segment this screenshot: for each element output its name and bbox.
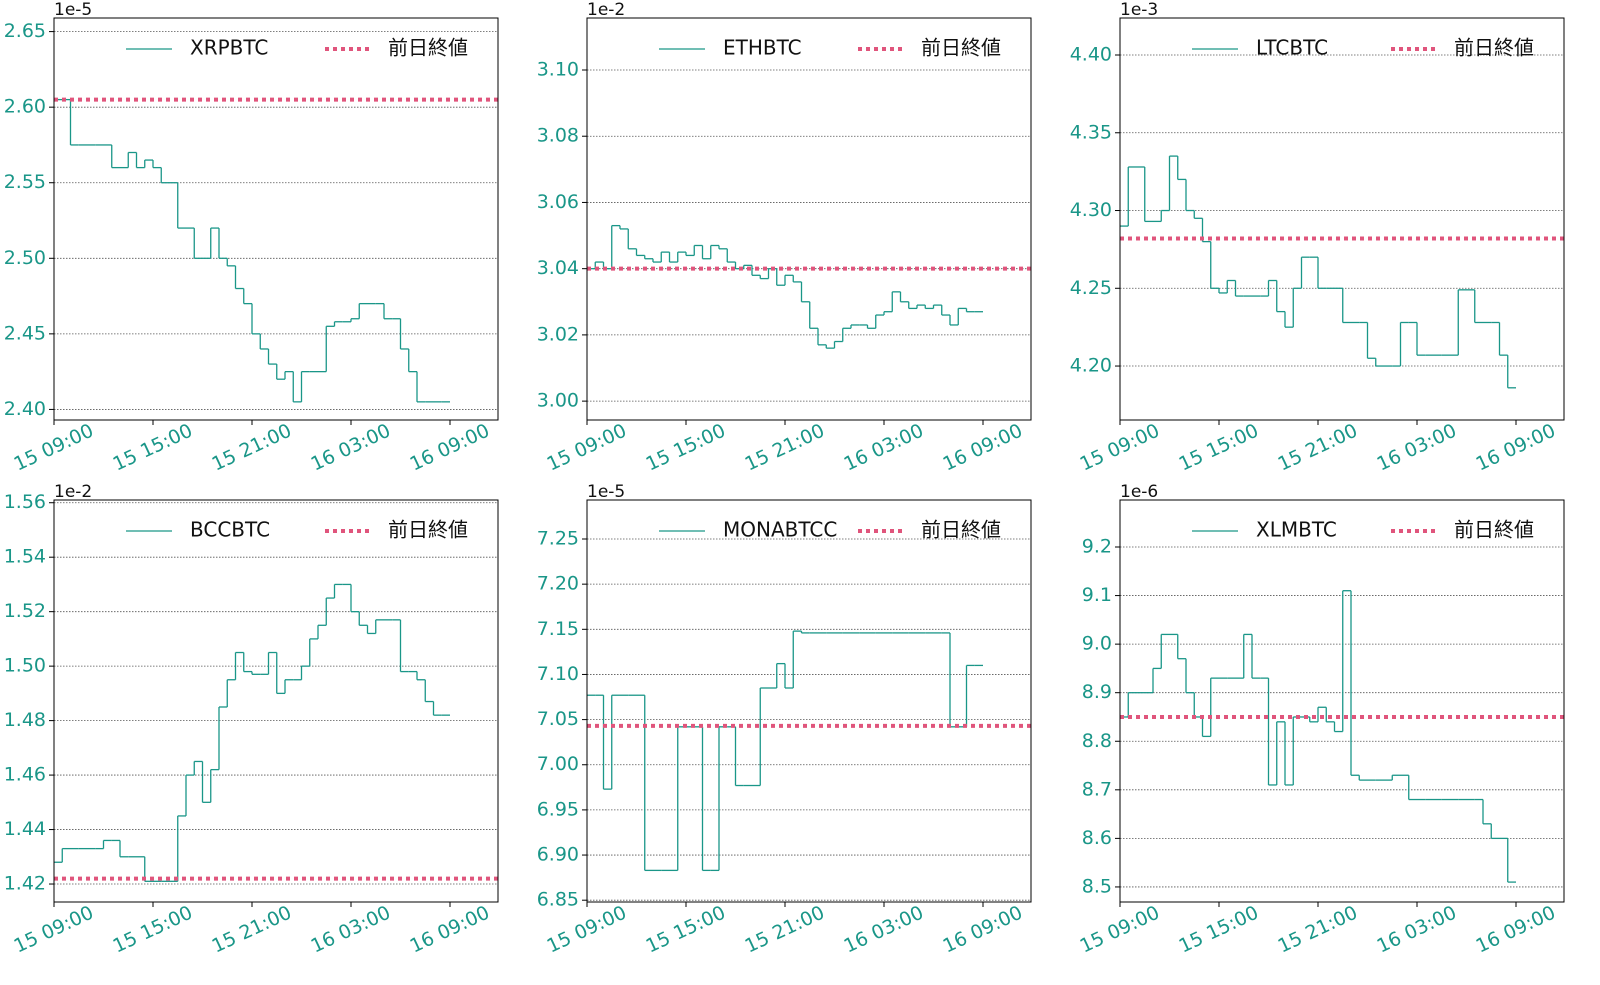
y-tick-label: 9.1: [1082, 584, 1112, 606]
y-tick-label: 2.55: [4, 171, 46, 193]
x-tick-label: 15 15:00: [1176, 420, 1262, 476]
y-tick-label: 1.56: [4, 491, 46, 513]
y-tick-label: 2.50: [4, 247, 46, 269]
offset-label: 1e-2: [587, 0, 625, 20]
x-tick-label: 15 21:00: [1275, 420, 1361, 476]
x-tick-label: 15 15:00: [110, 902, 196, 958]
y-tick-label: 7.05: [537, 708, 579, 730]
y-tick-label: 4.35: [1070, 121, 1112, 143]
x-tick-label: 16 03:00: [308, 420, 394, 476]
y-tick-label: 1.52: [4, 600, 46, 622]
plot-frame: [586, 17, 1032, 421]
plot-frame: [1119, 17, 1565, 421]
y-tick-label: 2.60: [4, 96, 46, 118]
x-tick-label: 16 09:00: [940, 902, 1026, 958]
y-tick-label: 4.20: [1070, 355, 1112, 377]
x-tick-label: 16 09:00: [407, 902, 493, 958]
y-tick-label: 9.0: [1082, 633, 1112, 655]
y-tick-label: 1.48: [4, 709, 46, 731]
offset-label: 1e-3: [1120, 0, 1158, 20]
x-tick-label: 15 21:00: [742, 420, 828, 476]
x-tick-label: 15 21:00: [742, 902, 828, 958]
y-tick-label: 1.46: [4, 764, 46, 786]
x-tick-label: 16 09:00: [940, 420, 1026, 476]
plot-frame: [586, 499, 1032, 903]
y-tick-label: 8.9: [1082, 681, 1112, 703]
legend-label: 前日終値: [388, 36, 468, 60]
x-tick-label: 16 03:00: [1374, 420, 1460, 476]
x-tick-label: 16 09:00: [1473, 420, 1559, 476]
offset-label: 1e-2: [54, 482, 92, 502]
x-tick-label: 15 09:00: [1077, 420, 1163, 476]
offset-label: 1e-5: [587, 482, 625, 502]
y-tick-label: 3.06: [537, 191, 579, 213]
x-tick-label: 16 03:00: [841, 902, 927, 958]
x-tick-label: 15 21:00: [209, 420, 295, 476]
x-tick-label: 15 09:00: [11, 420, 97, 476]
x-tick-label: 15 15:00: [643, 902, 729, 958]
offset-label: 1e-5: [54, 0, 92, 20]
legend-label: BCCBTC: [190, 518, 270, 542]
legend-label: MONABTCC: [723, 518, 837, 542]
offset-label: 1e-6: [1120, 482, 1158, 502]
legend-label: 前日終値: [1454, 518, 1534, 542]
legend-label: LTCBTC: [1256, 36, 1328, 60]
legend-label: XRPBTC: [190, 36, 268, 60]
y-tick-label: 3.02: [537, 323, 579, 345]
x-tick-label: 16 03:00: [1374, 902, 1460, 958]
y-tick-label: 3.00: [537, 390, 579, 412]
y-tick-label: 8.6: [1082, 827, 1112, 849]
y-tick-label: 9.2: [1082, 536, 1112, 558]
x-tick-label: 16 09:00: [1473, 902, 1559, 958]
y-tick-label: 4.40: [1070, 44, 1112, 66]
y-tick-label: 8.8: [1082, 730, 1112, 752]
plot-frame: [53, 499, 499, 903]
y-tick-label: 1.54: [4, 546, 46, 568]
y-tick-label: 3.10: [537, 58, 579, 80]
x-tick-label: 15 21:00: [209, 902, 295, 958]
plot-frame: [53, 17, 499, 421]
x-tick-label: 15 09:00: [1077, 902, 1163, 958]
y-tick-label: 3.04: [537, 257, 579, 279]
y-tick-label: 8.5: [1082, 875, 1112, 897]
y-tick-label: 3.08: [537, 125, 579, 147]
legend-label: ETHBTC: [723, 36, 802, 60]
legend-label: 前日終値: [921, 518, 1001, 542]
y-tick-label: 6.85: [537, 889, 579, 911]
x-tick-label: 15 15:00: [110, 420, 196, 476]
legend-label: 前日終値: [1454, 36, 1534, 60]
x-tick-label: 15 15:00: [643, 420, 729, 476]
y-tick-label: 7.10: [537, 663, 579, 685]
y-tick-label: 2.45: [4, 322, 46, 344]
x-tick-label: 16 03:00: [841, 420, 927, 476]
plot-frame: [1119, 499, 1565, 903]
x-tick-label: 15 09:00: [544, 420, 630, 476]
y-tick-label: 7.20: [537, 573, 579, 595]
y-tick-label: 7.25: [537, 528, 579, 550]
y-tick-label: 7.00: [537, 753, 579, 775]
x-tick-label: 15 21:00: [1275, 902, 1361, 958]
y-tick-label: 8.7: [1082, 778, 1112, 800]
y-tick-label: 6.95: [537, 798, 579, 820]
y-tick-label: 7.15: [537, 618, 579, 640]
legend-label: XLMBTC: [1256, 518, 1337, 542]
legend-label: 前日終値: [388, 518, 468, 542]
y-tick-label: 2.65: [4, 20, 46, 42]
y-tick-label: 1.50: [4, 655, 46, 677]
x-tick-label: 16 09:00: [407, 420, 493, 476]
y-tick-label: 4.30: [1070, 199, 1112, 221]
x-tick-label: 16 03:00: [308, 902, 394, 958]
legend-label: 前日終値: [921, 36, 1001, 60]
x-tick-label: 15 09:00: [11, 902, 97, 958]
y-tick-label: 1.44: [4, 818, 46, 840]
y-tick-label: 4.25: [1070, 277, 1112, 299]
y-tick-label: 1.42: [4, 873, 46, 895]
y-tick-label: 6.90: [537, 844, 579, 866]
y-tick-label: 2.40: [4, 398, 46, 420]
x-tick-label: 15 15:00: [1176, 902, 1262, 958]
